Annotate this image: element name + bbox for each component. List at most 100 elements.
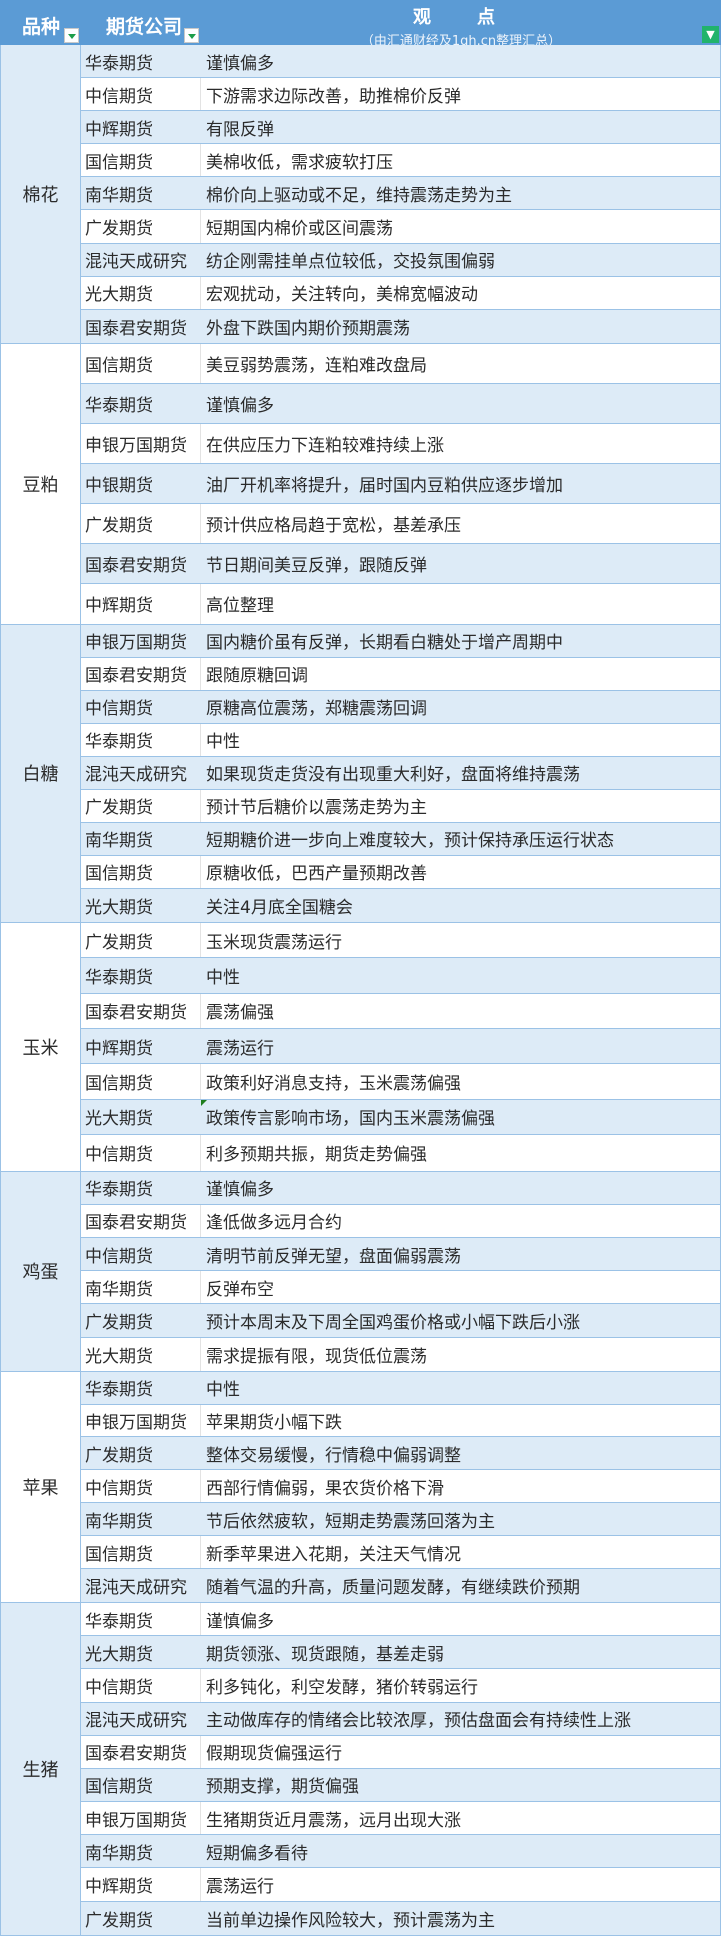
opinion-cell[interactable]: 震荡运行 (201, 1868, 721, 1901)
company-cell[interactable]: 国泰君安期货 (81, 543, 201, 583)
company-cell[interactable]: 华泰期货 (81, 723, 201, 756)
opinion-cell[interactable]: 短期国内棉价或区间震荡 (201, 210, 721, 243)
company-cell[interactable]: 国信期货 (81, 1536, 201, 1569)
company-cell[interactable]: 国信期货 (81, 1768, 201, 1802)
opinion-cell[interactable]: 利多钝化，利空发酵，猪价转弱运行 (201, 1669, 721, 1702)
opinion-cell[interactable]: 中性 (201, 723, 721, 756)
company-cell[interactable]: 国泰君安期货 (81, 309, 201, 343)
opinion-cell[interactable]: 清明节前反弹无望，盘面偏弱震荡 (201, 1237, 721, 1271)
company-cell[interactable]: 申银万国期货 (81, 423, 201, 463)
opinion-cell[interactable]: 预计供应格局趋于宽松，基差承压 (201, 503, 721, 543)
company-cell[interactable]: 国泰君安期货 (81, 1735, 201, 1768)
company-cell[interactable]: 申银万国期货 (81, 1404, 201, 1437)
opinion-cell[interactable]: 纺企刚需挂单点位较低，交投氛围偏弱 (201, 243, 721, 276)
opinion-cell[interactable]: 国内糖价虽有反弹，长期看白糖处于增产周期中 (201, 624, 721, 657)
company-cell[interactable]: 广发期货 (81, 1901, 201, 1935)
opinion-cell[interactable]: 谨慎偏多 (201, 1171, 721, 1204)
category-cell[interactable]: 白糖 (0, 624, 81, 922)
category-cell[interactable]: 豆粕 (0, 343, 81, 624)
opinion-cell[interactable]: 西部行情偏弱，果农货价格下滑 (201, 1470, 721, 1503)
opinion-cell[interactable]: 苹果期货小幅下跌 (201, 1404, 721, 1437)
opinion-cell[interactable]: 外盘下跌国内期价预期震荡 (201, 309, 721, 343)
opinion-cell[interactable]: 谨慎偏多 (201, 1602, 721, 1636)
company-cell[interactable]: 光大期货 (81, 888, 201, 922)
company-cell[interactable]: 中信期货 (81, 1470, 201, 1503)
company-cell[interactable]: 华泰期货 (81, 45, 201, 78)
company-cell[interactable]: 广发期货 (81, 1437, 201, 1470)
opinion-cell[interactable]: 政策利好消息支持，玉米震荡偏强 (201, 1064, 721, 1099)
company-cell[interactable]: 申银万国期货 (81, 1802, 201, 1835)
company-cell[interactable]: 中信期货 (81, 78, 201, 111)
category-cell[interactable]: 棉花 (0, 45, 81, 343)
opinion-cell[interactable]: 新季苹果进入花期，关注天气情况 (201, 1536, 721, 1569)
company-cell[interactable]: 中辉期货 (81, 1029, 201, 1064)
company-cell[interactable]: 南华期货 (81, 822, 201, 855)
company-cell[interactable]: 国泰君安期货 (81, 1204, 201, 1237)
company-cell[interactable]: 南华期货 (81, 177, 201, 210)
company-cell[interactable]: 光大期货 (81, 1636, 201, 1669)
opinion-cell[interactable]: 整体交易缓慢，行情稳中偏弱调整 (201, 1437, 721, 1470)
company-cell[interactable]: 混沌天成研究 (81, 1702, 201, 1735)
company-cell[interactable]: 南华期货 (81, 1271, 201, 1304)
company-cell[interactable]: 中辉期货 (81, 1868, 201, 1901)
company-cell[interactable]: 华泰期货 (81, 383, 201, 423)
company-cell[interactable]: 光大期货 (81, 1337, 201, 1371)
opinion-cell[interactable]: 震荡偏强 (201, 993, 721, 1029)
company-cell[interactable]: 南华期货 (81, 1503, 201, 1536)
company-cell[interactable]: 混沌天成研究 (81, 1569, 201, 1602)
opinion-cell[interactable]: 如果现货走货没有出现重大利好，盘面将维持震荡 (201, 756, 721, 789)
company-cell[interactable]: 中信期货 (81, 690, 201, 723)
opinion-cell[interactable]: 预计本周末及下周全国鸡蛋价格或小幅下跌后小涨 (201, 1304, 721, 1337)
category-filter-dropdown-icon[interactable] (64, 28, 79, 43)
opinion-cell[interactable]: 当前单边操作风险较大，预计震荡为主 (201, 1901, 721, 1935)
company-cell[interactable]: 华泰期货 (81, 1171, 201, 1204)
company-cell[interactable]: 南华期货 (81, 1835, 201, 1868)
opinion-cell[interactable]: 美棉收低，需求疲软打压 (201, 144, 721, 177)
category-cell[interactable]: 生猪 (0, 1602, 81, 1935)
opinion-cell[interactable]: 震荡运行 (201, 1029, 721, 1064)
company-cell[interactable]: 混沌天成研究 (81, 756, 201, 789)
opinion-cell[interactable]: 棉价向上驱动或不足，维持震荡走势为主 (201, 177, 721, 210)
category-cell[interactable]: 鸡蛋 (0, 1171, 81, 1371)
opinion-cell[interactable]: 逢低做多远月合约 (201, 1204, 721, 1237)
opinion-cell[interactable]: 短期偏多看待 (201, 1835, 721, 1868)
opinion-cell[interactable]: 高位整理 (201, 583, 721, 624)
opinion-cell[interactable]: 预期支撑，期货偏强 (201, 1768, 721, 1802)
opinion-cell[interactable]: 油厂开机率将提升，届时国内豆粕供应逐步增加 (201, 463, 721, 503)
company-cell[interactable]: 国信期货 (81, 855, 201, 888)
category-cell[interactable]: 玉米 (0, 922, 81, 1171)
company-cell[interactable]: 国泰君安期货 (81, 657, 201, 690)
opinion-cell[interactable]: 政策传言影响市场，国内玉米震荡偏强 (201, 1099, 721, 1135)
company-cell[interactable]: 中信期货 (81, 1669, 201, 1702)
opinion-cell[interactable]: 预计节后糖价以震荡走势为主 (201, 789, 721, 822)
company-cell[interactable]: 广发期货 (81, 503, 201, 543)
company-cell[interactable]: 国信期货 (81, 144, 201, 177)
opinion-cell[interactable]: 随着气温的升高，质量问题发酵，有继续跌价预期 (201, 1569, 721, 1602)
category-cell[interactable]: 苹果 (0, 1371, 81, 1602)
company-cell[interactable]: 广发期货 (81, 922, 201, 958)
company-cell[interactable]: 广发期货 (81, 210, 201, 243)
opinion-cell[interactable]: 反弹布空 (201, 1271, 721, 1304)
opinion-cell[interactable]: 美豆弱势震荡，连粕难改盘局 (201, 343, 721, 383)
opinion-cell[interactable]: 中性 (201, 1371, 721, 1404)
company-cell[interactable]: 华泰期货 (81, 1371, 201, 1404)
company-cell[interactable]: 中银期货 (81, 463, 201, 503)
opinion-cell[interactable]: 跟随原糖回调 (201, 657, 721, 690)
company-filter-dropdown-icon[interactable] (184, 28, 199, 43)
opinion-cell[interactable]: 期货领涨、现货跟随，基差走弱 (201, 1636, 721, 1669)
company-cell[interactable]: 光大期货 (81, 276, 201, 309)
company-cell[interactable]: 国信期货 (81, 1064, 201, 1099)
company-cell[interactable]: 中信期货 (81, 1135, 201, 1171)
opinion-cell[interactable]: 下游需求边际改善，助推棉价反弹 (201, 78, 721, 111)
opinion-cell[interactable]: 在供应压力下连粕较难持续上涨 (201, 423, 721, 463)
opinion-cell[interactable]: 关注4月底全国糖会 (201, 888, 721, 922)
opinion-cell[interactable]: 玉米现货震荡运行 (201, 922, 721, 958)
company-cell[interactable]: 申银万国期货 (81, 624, 201, 657)
comment-indicator-icon[interactable] (201, 1099, 207, 1106)
opinion-cell[interactable]: 谨慎偏多 (201, 383, 721, 423)
opinion-cell[interactable]: 有限反弹 (201, 111, 721, 144)
company-cell[interactable]: 国泰君安期货 (81, 993, 201, 1029)
opinion-cell[interactable]: 谨慎偏多 (201, 45, 721, 78)
company-cell[interactable]: 国信期货 (81, 343, 201, 383)
opinion-cell[interactable]: 利多预期共振，期货走势偏强 (201, 1135, 721, 1171)
